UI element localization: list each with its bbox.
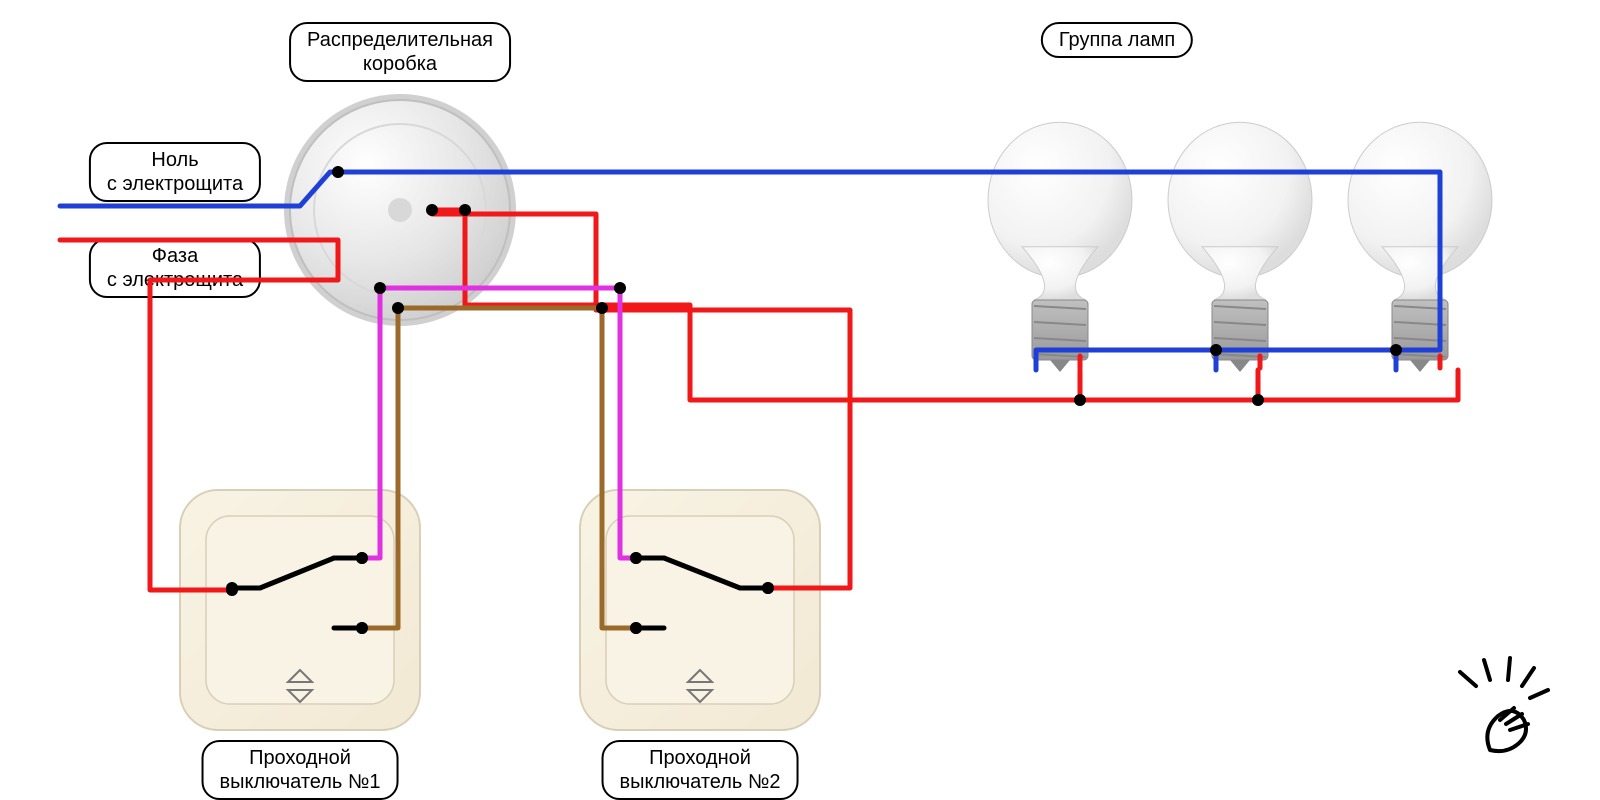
label-switch1: Проходной выключатель №1 [202,740,399,800]
sw1-terminal-2: 2 [339,607,351,633]
label-neutral-src: Ноль с электрощита [89,142,261,202]
label-junction-box: Распределительная коробка [289,22,511,82]
diagram-canvas [0,0,1600,800]
label-phase-src: Фаза с электрощита [89,238,261,298]
sw1-terminal-L: L [207,567,219,593]
label-lamp-group: Группа ламп [1041,22,1193,58]
sw2-terminal-1: 1 [646,537,658,563]
label-switch2: Проходной выключатель №2 [602,740,799,800]
sw2-terminal-2: 2 [646,607,658,633]
sw2-terminal-L: L [782,567,794,593]
sw1-terminal-1: 1 [339,537,351,563]
